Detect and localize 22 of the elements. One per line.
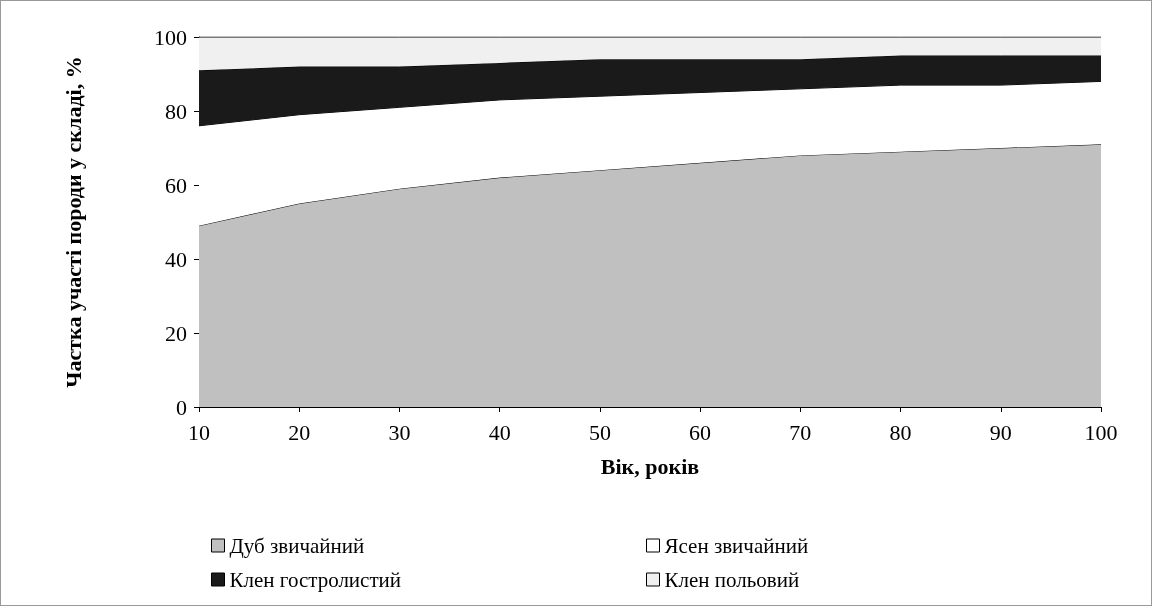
x-tick-label: 50 [588, 419, 611, 445]
y-tick-label: 100 [154, 24, 187, 50]
legend-label: Клен польовий [664, 567, 800, 592]
x-tick-label: 10 [188, 419, 210, 445]
y-tick-label: 80 [165, 98, 187, 124]
y-tick-label: 0 [176, 394, 187, 420]
x-tick-label: 60 [689, 419, 712, 445]
y-tick-label: 20 [165, 320, 187, 346]
y-axis-title: Частка участі породи у складі, % [60, 56, 86, 388]
x-axis-title: Вік, років [600, 453, 700, 479]
y-tick-label: 60 [165, 172, 187, 198]
x-tick-label: 70 [789, 419, 812, 445]
legend-label: Дуб звичайний [229, 533, 365, 558]
legend-label: Ясен звичайний [664, 533, 809, 558]
x-tick-label: 20 [288, 419, 311, 445]
x-tick-label: 80 [889, 419, 912, 445]
y-tick-label: 40 [165, 246, 187, 272]
x-tick-label: 40 [488, 419, 511, 445]
x-tick-label: 100 [1084, 419, 1118, 445]
legend-label: Клен гостролистий [229, 567, 402, 592]
x-tick-label: 90 [989, 419, 1012, 445]
x-tick-label: 30 [388, 419, 411, 445]
